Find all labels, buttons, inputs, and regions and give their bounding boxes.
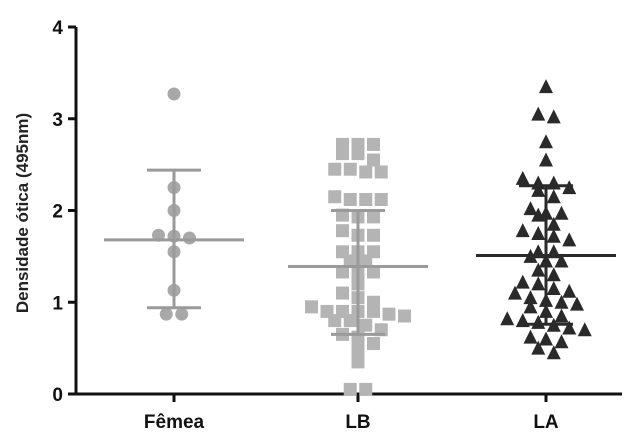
x-tick-label: Fêmea [144, 412, 205, 433]
data-point-triangle [531, 182, 546, 197]
data-point-triangle [554, 294, 569, 309]
y-axis: 0 1 2 3 4 [52, 18, 78, 406]
data-point-square [336, 265, 349, 279]
data-point-square [382, 307, 396, 321]
data-point-triangle [562, 320, 577, 335]
y-axis-label: Densidade ótica (495nm) [13, 113, 32, 313]
data-point-triangle [523, 290, 538, 305]
data-point-triangle [554, 253, 569, 268]
data-point-square [336, 224, 349, 238]
x-tick-label: LA [533, 412, 559, 433]
data-point-square [398, 309, 411, 323]
data-point-triangle [539, 134, 553, 149]
data-point-square [367, 137, 380, 151]
data-point-triangle [539, 79, 553, 94]
x-tick-label: LB [345, 412, 370, 433]
data-point-triangle [531, 225, 546, 240]
data-point-triangle [577, 322, 592, 337]
data-point-square [367, 228, 380, 242]
y-tick-label: 0 [52, 385, 63, 406]
data-point-triangle [554, 334, 569, 349]
data-point-square [351, 343, 365, 357]
data-point-triangle [546, 228, 561, 243]
data-point-circle [183, 231, 196, 245]
data-point-triangle [546, 109, 561, 124]
data-point-square [359, 254, 373, 268]
data-point-square [359, 318, 373, 332]
data-point-square [359, 192, 373, 206]
data-point-triangle [562, 283, 577, 298]
y-tick-label: 3 [52, 110, 63, 131]
data-point-square [343, 382, 357, 396]
data-point-square [343, 192, 357, 206]
data-point-circle [175, 307, 189, 321]
data-point-square [351, 147, 365, 161]
data-point-square [328, 314, 342, 328]
data-point-triangle [546, 175, 561, 190]
data-point-triangle [570, 296, 584, 311]
data-point-triangle [546, 216, 561, 231]
x-axis: Fêmea LB LA [76, 392, 622, 433]
data-point-square [328, 162, 342, 176]
data-point-square [305, 300, 318, 314]
data-point-circle [167, 87, 181, 101]
data-point-triangle [539, 331, 553, 346]
data-point-triangle [515, 170, 530, 185]
data-point-square [359, 382, 373, 396]
data-point-square [328, 190, 342, 204]
data-point-triangle [554, 205, 569, 220]
data-point-triangle [531, 106, 546, 121]
data-point-triangle [531, 207, 546, 222]
mean-sd-bars [104, 168, 616, 336]
data-point-circle [159, 307, 173, 321]
data-point-triangle [546, 345, 561, 360]
data-point-square [343, 254, 357, 268]
data-point-square [343, 314, 357, 328]
data-point-triangle [554, 308, 569, 323]
data-point-triangle [523, 299, 538, 314]
data-points [152, 79, 592, 396]
data-point-triangle [546, 280, 561, 295]
data-point-triangle [523, 329, 538, 344]
data-point-triangle [531, 262, 546, 277]
data-point-square [374, 165, 388, 179]
data-point-triangle [500, 311, 515, 326]
data-point-square [336, 147, 349, 161]
data-point-square [367, 210, 380, 224]
y-tick-label: 4 [52, 18, 63, 39]
y-tick-label: 1 [52, 293, 63, 314]
data-point-square [336, 286, 349, 300]
data-point-square [367, 153, 380, 167]
data-point-square [367, 337, 380, 351]
data-point-triangle [531, 276, 546, 291]
data-point-triangle [515, 274, 530, 289]
data-point-square [351, 355, 365, 369]
data-point-triangle [515, 223, 530, 238]
data-point-square [343, 162, 357, 176]
data-point-triangle [523, 201, 538, 216]
data-point-triangle [562, 232, 577, 247]
data-point-triangle [531, 340, 546, 355]
data-point-triangle [508, 285, 522, 300]
data-point-triangle [546, 267, 561, 282]
data-point-square [359, 165, 373, 179]
y-tick-label: 2 [52, 202, 63, 223]
data-point-square [367, 304, 380, 318]
data-point-square [367, 265, 380, 279]
data-point-triangle [539, 152, 553, 167]
data-point-triangle [546, 189, 561, 204]
data-point-square [374, 192, 388, 206]
